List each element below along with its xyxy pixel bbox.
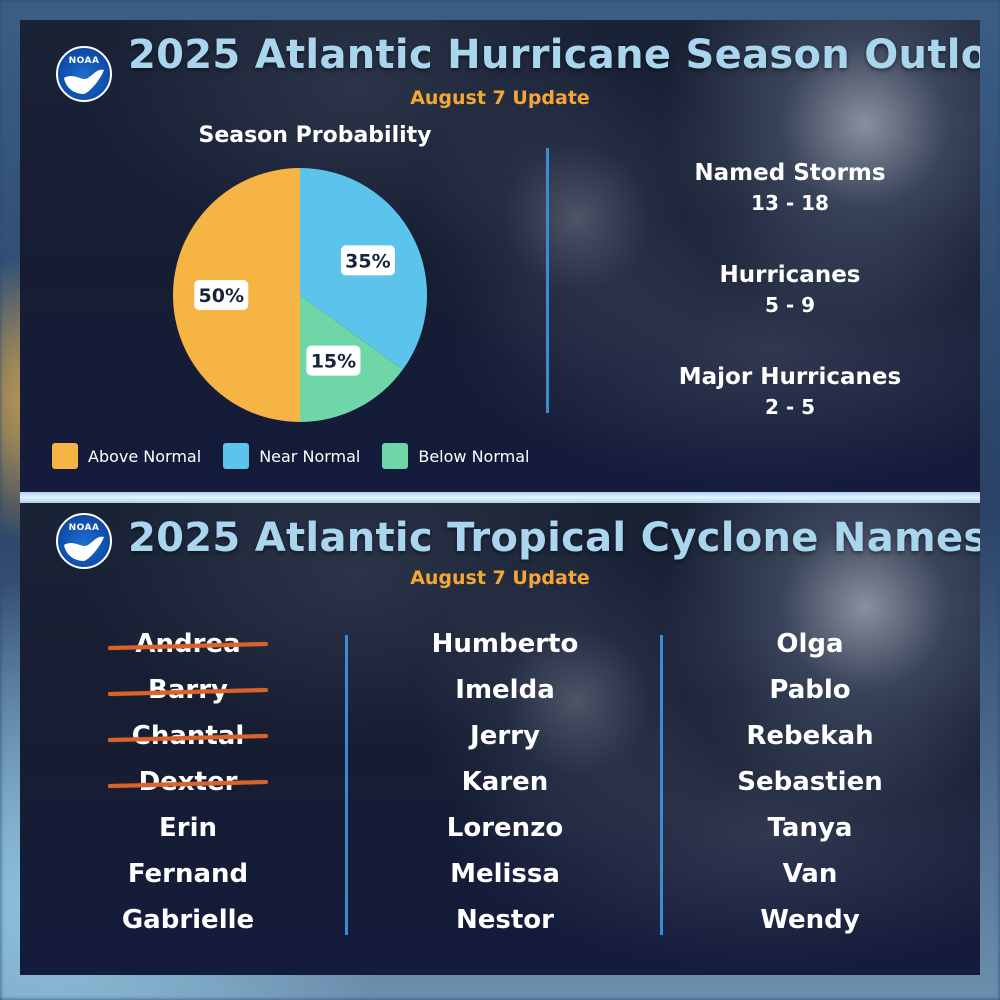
stat-hurricanes: Hurricanes 5 - 9 bbox=[600, 260, 980, 320]
legend-item: Above Normal bbox=[52, 443, 201, 469]
storm-name-text: Tanya bbox=[767, 813, 853, 843]
storm-name-text: Olga bbox=[776, 629, 844, 659]
legend-label: Near Normal bbox=[259, 446, 361, 466]
section-divider bbox=[546, 148, 549, 413]
legend-label: Below Normal bbox=[418, 446, 530, 466]
data-label-text: 50% bbox=[199, 285, 244, 307]
storm-name-text: Humberto bbox=[431, 629, 579, 659]
season-outlook-panel: NOAA 2025 Atlantic Hurricane Season Outl… bbox=[20, 20, 980, 492]
names-update-label: August 7 Update bbox=[410, 567, 590, 589]
storm-name: Wendy bbox=[660, 897, 960, 943]
storm-name: Barry bbox=[38, 667, 338, 713]
storm-name-text: Wendy bbox=[760, 905, 860, 935]
chart-title: Season Probability bbox=[198, 123, 432, 148]
legend-item: Below Normal bbox=[382, 443, 529, 469]
storm-name: Chantal bbox=[38, 713, 338, 759]
storm-name: Imelda bbox=[355, 667, 655, 713]
stat-label: Hurricanes bbox=[719, 262, 861, 288]
legend-item: Near Normal bbox=[223, 443, 360, 469]
storm-name: Tanya bbox=[660, 805, 960, 851]
storm-name-text: Lorenzo bbox=[446, 813, 564, 843]
storm-name: Andrea bbox=[38, 621, 338, 667]
cyclone-names-panel: NOAA 2025 Atlantic Tropical Cyclone Name… bbox=[20, 503, 980, 975]
storm-name: Erin bbox=[38, 805, 338, 851]
storm-name-text: Sebastien bbox=[737, 767, 883, 797]
storm-name-text: Gabrielle bbox=[121, 905, 255, 935]
storm-name: Jerry bbox=[355, 713, 655, 759]
storm-name: Melissa bbox=[355, 851, 655, 897]
storm-name: Van bbox=[660, 851, 960, 897]
legend-swatch bbox=[382, 443, 409, 469]
storm-name: Lorenzo bbox=[355, 805, 655, 851]
noaa-logo-top: NOAA bbox=[56, 46, 112, 102]
storm-name-text: Erin bbox=[158, 813, 217, 843]
storm-name: Pablo bbox=[660, 667, 960, 713]
data-label-box bbox=[306, 345, 361, 376]
legend-swatch bbox=[52, 443, 78, 469]
storm-name: Sebastien bbox=[660, 759, 960, 805]
storm-name-text: Rebekah bbox=[746, 721, 874, 751]
names-column-2: Humberto Imelda Jerry Karen Lorenzo Melissa Ne… bbox=[355, 621, 655, 943]
column-divider-1 bbox=[345, 635, 348, 935]
names-column-1: AndreaBarryChantalDexter Erin Fernand Gabri… bbox=[38, 621, 338, 943]
storm-name: Fernand bbox=[38, 851, 338, 897]
storm-name-text: Imelda bbox=[455, 675, 555, 705]
forecast-stats: Named Storms 13 - 18 Hurricanes 5 - 9 Ma… bbox=[600, 158, 980, 464]
stat-value: 5 - 9 bbox=[764, 293, 816, 317]
storm-name-text: Karen bbox=[461, 767, 549, 797]
storm-name-text: Melissa bbox=[450, 859, 560, 889]
page-title: 2025 Atlantic Hurricane Season Outlook bbox=[128, 32, 980, 78]
pie-data-label: 50% bbox=[194, 280, 249, 310]
names-title: 2025 Atlantic Tropical Cyclone Names bbox=[128, 515, 980, 561]
stat-label: Named Storms bbox=[694, 160, 886, 186]
storm-name: Humberto bbox=[355, 621, 655, 667]
stat-major-hurricanes: Major Hurricanes 2 - 5 bbox=[600, 362, 980, 422]
stat-value: 2 - 5 bbox=[764, 395, 816, 419]
storm-name: Gabrielle bbox=[38, 897, 338, 943]
storm-name-text: Fernand bbox=[127, 859, 249, 889]
names-column-3: Olga Pablo Rebekah Sebastien Tanya Van Wendy bbox=[660, 621, 960, 943]
pie-data-label: 15% bbox=[306, 345, 361, 376]
pie-chart: 35% 15% 50% bbox=[173, 168, 427, 422]
legend-label: Above Normal bbox=[88, 446, 202, 466]
storm-name: Nestor bbox=[355, 897, 655, 943]
storm-name-text: Pablo bbox=[769, 675, 851, 705]
chart-legend: Above Normal Near Normal Below Normal bbox=[52, 443, 551, 469]
column-divider-2 bbox=[660, 635, 663, 935]
storm-name: Rebekah bbox=[660, 713, 960, 759]
data-label-box bbox=[340, 245, 395, 276]
storm-name-text: Nestor bbox=[456, 905, 554, 935]
storm-name-text: Van bbox=[782, 859, 838, 889]
storm-name: Olga bbox=[660, 621, 960, 667]
stat-label: Major Hurricanes bbox=[678, 364, 902, 390]
update-label: August 7 Update bbox=[410, 87, 590, 109]
stat-named-storms: Named Storms 13 - 18 bbox=[600, 158, 980, 218]
data-label-box bbox=[194, 280, 249, 310]
noaa-logo-bottom: NOAA bbox=[56, 513, 112, 569]
storm-name-text: Jerry bbox=[470, 721, 540, 751]
storm-name: Karen bbox=[355, 759, 655, 805]
data-label-text: 15% bbox=[311, 351, 356, 373]
panel-divider bbox=[20, 492, 980, 503]
legend-swatch bbox=[223, 443, 250, 469]
data-label-text: 35% bbox=[345, 250, 390, 272]
storm-name: Dexter bbox=[38, 759, 338, 805]
pie-data-label: 35% bbox=[340, 245, 395, 276]
stat-value: 13 - 18 bbox=[751, 191, 829, 215]
